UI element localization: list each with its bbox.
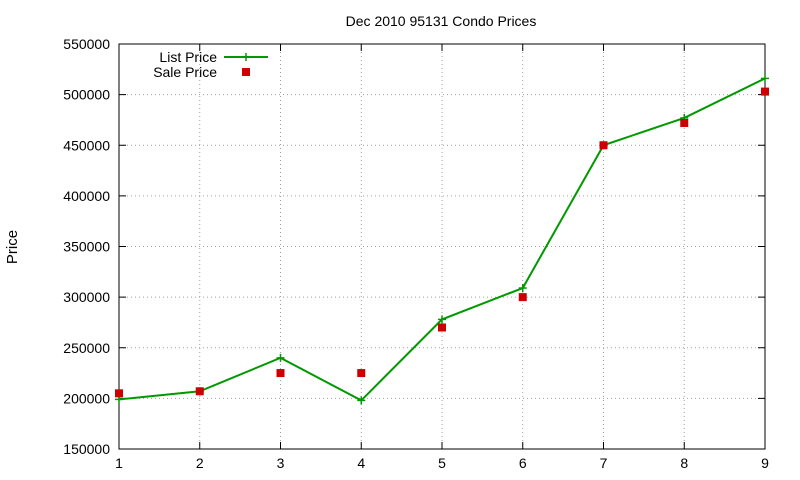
data-point-list-price (518, 284, 527, 293)
chart-title: Dec 2010 95131 Condo Prices (346, 13, 537, 29)
data-point-list-price (357, 396, 366, 405)
y-tick-label: 150000 (63, 441, 110, 457)
x-tick-label: 2 (196, 455, 204, 471)
legend-marker-list-price (242, 53, 250, 61)
data-point-sale-price (599, 141, 608, 150)
series-sale-price (115, 87, 769, 398)
data-point-list-price (438, 315, 446, 324)
y-tick-label: 550000 (63, 36, 110, 52)
data-point-list-price (761, 74, 769, 83)
x-tick-label: 5 (438, 455, 446, 471)
data-point-sale-price (761, 87, 769, 96)
y-tick-label: 450000 (63, 137, 110, 153)
legend-marker-sale-price (242, 68, 250, 76)
y-tick-label: 250000 (63, 340, 110, 356)
x-tick-label: 3 (277, 455, 285, 471)
y-tick-label: 350000 (63, 239, 110, 255)
data-point-sale-price (357, 369, 366, 378)
legend-label-sale-price: Sale Price (153, 64, 217, 80)
data-point-sale-price (680, 118, 689, 127)
data-point-sale-price (115, 389, 123, 398)
axis-ticks: 1500002000002500003000003500004000004500… (63, 36, 769, 471)
data-point-list-price (276, 353, 285, 362)
x-tick-label: 4 (357, 455, 365, 471)
y-axis-label: Price (4, 230, 21, 264)
x-tick-label: 9 (761, 455, 769, 471)
x-tick-label: 7 (600, 455, 608, 471)
data-point-sale-price (438, 323, 446, 332)
x-tick-label: 8 (680, 455, 688, 471)
series-list-price (115, 74, 769, 405)
x-tick-label: 1 (115, 455, 123, 471)
data-point-sale-price (518, 293, 527, 302)
data-point-sale-price (195, 387, 204, 396)
grid-lines (119, 44, 765, 449)
legend-label-list-price: List Price (159, 49, 217, 65)
y-tick-label: 200000 (63, 390, 110, 406)
data-point-sale-price (276, 369, 285, 378)
series-group (115, 74, 769, 405)
y-tick-label: 300000 (63, 289, 110, 305)
y-tick-label: 400000 (63, 188, 110, 204)
x-tick-label: 6 (519, 455, 527, 471)
y-tick-label: 500000 (63, 87, 110, 103)
